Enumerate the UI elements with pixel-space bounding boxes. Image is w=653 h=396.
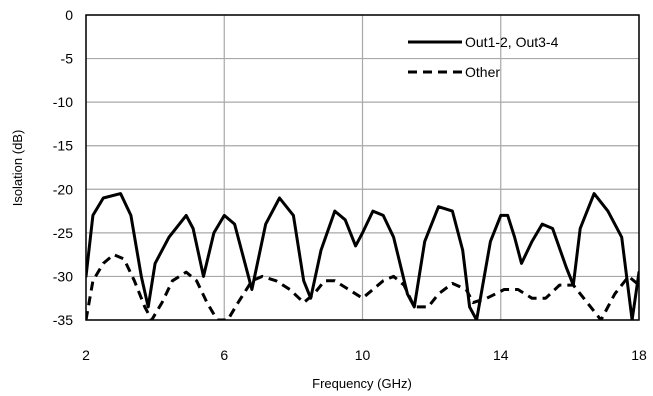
y-axis-label: Isolation (dB) <box>10 130 25 207</box>
legend-label-2: Other <box>465 64 500 80</box>
y-tick-label: 0 <box>65 7 73 23</box>
x-tick-label: 18 <box>631 347 647 363</box>
x-tick-label: 6 <box>220 347 228 363</box>
series-line-2 <box>86 253 639 320</box>
plot-area <box>85 14 640 321</box>
x-tick-label: 2 <box>82 347 90 363</box>
y-tick-label: -5 <box>61 51 74 67</box>
legend-label-1: Out1-2, Out3-4 <box>465 34 559 50</box>
series-line-1 <box>86 192 639 320</box>
plot-border <box>85 14 640 321</box>
series-group <box>86 192 639 320</box>
y-tick-label: -35 <box>53 312 73 328</box>
y-tick-label: -30 <box>53 268 73 284</box>
x-axis-ticks: 2 6 10 14 18 <box>82 347 647 363</box>
y-axis-ticks: 0 -5 -10 -15 -20 -25 -30 -35 <box>53 7 73 328</box>
x-tick-label: 14 <box>493 347 509 363</box>
x-axis-label: Frequency (GHz) <box>312 376 412 391</box>
y-tick-label: -10 <box>53 94 73 110</box>
y-tick-label: -20 <box>53 181 73 197</box>
legend: Out1-2, Out3-4 Other <box>408 34 559 80</box>
y-tick-label: -15 <box>53 138 73 154</box>
x-tick-label: 10 <box>355 347 371 363</box>
y-tick-label: -25 <box>53 225 73 241</box>
